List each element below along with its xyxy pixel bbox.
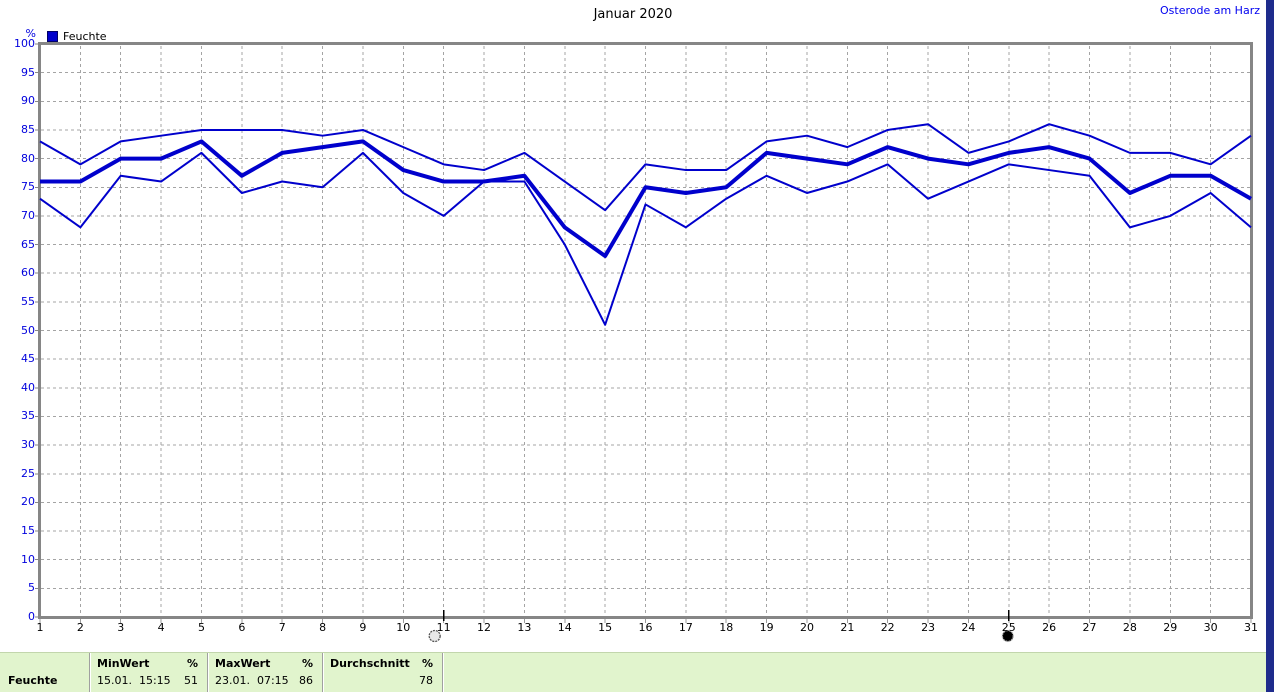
x-axis-tick-label: 21 (840, 621, 855, 634)
x-axis-tick-label: 2 (76, 621, 84, 634)
y-axis-unit-label: % (25, 27, 36, 40)
y-axis-tick-label: 35 (21, 409, 35, 423)
y-axis-tick-label: 15 (21, 524, 35, 538)
x-axis-tick-label: 28 (1122, 621, 1137, 634)
minwert-datetime: 15.01. 15:15 (97, 674, 171, 687)
x-axis-tick-label: 5 (197, 621, 205, 634)
x-axis-tick-label: 24 (961, 621, 976, 634)
y-axis-tick-label: 65 (21, 237, 35, 251)
legend-swatch-icon (47, 31, 58, 42)
x-axis-tick-label: 3 (117, 621, 125, 634)
x-axis-tick-label: 22 (880, 621, 895, 634)
table-cell-durchschnitt: Durchschnitt % 78 (322, 653, 442, 692)
x-axis-tick-label: 23 (921, 621, 936, 634)
durchschnitt-unit: % (421, 657, 433, 670)
x-axis-tick-label: 14 (557, 621, 572, 634)
x-axis-tick-label: 11 (436, 621, 451, 634)
table-row-label-cell: Feuchte (0, 653, 89, 692)
y-axis-tick-label: 45 (21, 352, 35, 366)
summary-table: Feuchte MinWert % 15.01. 15:15 51 MaxWer… (0, 652, 1266, 692)
y-axis-tick-label: 80 (21, 151, 35, 165)
x-axis-tick-label: 10 (396, 621, 411, 634)
x-axis-tick-label: 7 (278, 621, 286, 634)
x-axis-tick-label: 9 (359, 621, 367, 634)
y-axis-tick-label: 55 (21, 294, 35, 308)
y-axis-tick-label: 70 (21, 208, 35, 222)
y-axis-tick-label: 90 (21, 94, 35, 108)
x-axis-tick-label: 8 (319, 621, 327, 634)
maxwert-datetime: 23.01. 07:15 (215, 674, 289, 687)
x-axis-tick-label: 29 (1163, 621, 1178, 634)
maxwert-value: 86 (299, 674, 313, 687)
window-edge-bar (1266, 0, 1274, 692)
y-axis-tick-label: 10 (21, 552, 35, 566)
y-axis-tick-label: 0 (28, 610, 35, 623)
y-axis-tick-label: 50 (21, 323, 35, 337)
chart-frame (38, 42, 1253, 619)
x-axis-tick-label: 20 (799, 621, 814, 634)
x-axis-tick-label: 19 (759, 621, 774, 634)
x-axis-tick-label: 18 (719, 621, 734, 634)
maxwert-unit: % (301, 657, 313, 670)
full-moon-icon (428, 629, 441, 643)
page-title: Januar 2020 (593, 7, 673, 22)
maxwert-header: MaxWert (215, 657, 271, 670)
y-axis-tick-label: 40 (21, 380, 35, 394)
x-axis-tick-label: 16 (638, 621, 653, 634)
y-axis-tick-label: 100 (14, 37, 35, 50)
x-axis-tick-label: 26 (1042, 621, 1057, 634)
y-axis-tick-label: 60 (21, 266, 35, 280)
y-axis-tick-label: 30 (21, 438, 35, 452)
y-axis-tick-label: 25 (21, 466, 35, 480)
y-axis-tick-label: 85 (21, 122, 35, 136)
x-axis-tick-label: 15 (598, 621, 613, 634)
table-cell-minwert: MinWert % 15.01. 15:15 51 (89, 653, 207, 692)
series-line-feuchte-maximum (39, 123, 1252, 212)
durchschnitt-header: Durchschnitt (330, 657, 410, 670)
series-line-feuchte-durchschnitt (40, 139, 1252, 259)
new-moon-icon (1001, 629, 1014, 643)
y-axis-tick-label: 5 (28, 581, 35, 595)
y-axis-tick-label: 20 (21, 495, 35, 509)
table-cell-empty (442, 653, 1266, 692)
chart-canvas (35, 42, 1253, 643)
minwert-value: 51 (184, 674, 198, 687)
table-row-label: Feuchte (8, 674, 58, 687)
y-axis-tick-label: 95 (21, 65, 35, 79)
minwert-unit: % (186, 657, 198, 670)
x-axis-tick-label: 12 (477, 621, 492, 634)
x-axis-tick-label: 30 (1203, 621, 1218, 634)
table-cell-maxwert: MaxWert % 23.01. 07:15 86 (207, 653, 322, 692)
x-axis-tick-label: 27 (1082, 621, 1097, 634)
durchschnitt-value: 78 (419, 674, 433, 687)
legend-label: Feuchte (63, 30, 107, 43)
x-axis-tick-label: 6 (238, 621, 246, 634)
station-name-link[interactable]: Osterode am Harz (1160, 4, 1260, 17)
series-line-feuchte-minimum (39, 151, 1252, 326)
x-axis-tick-label: 1 (36, 621, 44, 634)
x-axis-tick-label: 17 (678, 621, 693, 634)
minwert-header: MinWert (97, 657, 150, 670)
y-axis-tick-label: 75 (21, 180, 35, 194)
humidity-line-chart (35, 42, 1253, 643)
legend: Feuchte (47, 30, 107, 43)
x-axis-tick-label: 4 (157, 621, 165, 634)
x-axis-tick-label: 13 (517, 621, 532, 634)
x-axis-tick-label: 25 (1001, 621, 1016, 634)
x-axis-tick-label: 31 (1244, 621, 1258, 634)
